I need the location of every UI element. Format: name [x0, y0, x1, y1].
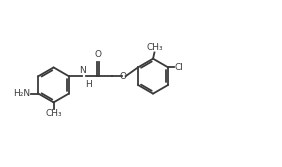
- Text: CH₃: CH₃: [45, 109, 62, 118]
- Text: H: H: [85, 80, 92, 89]
- Text: Cl: Cl: [175, 63, 184, 72]
- Text: N: N: [80, 66, 86, 75]
- Text: O: O: [120, 72, 127, 81]
- Text: H₂N: H₂N: [13, 89, 30, 98]
- Text: O: O: [94, 50, 102, 59]
- Text: CH₃: CH₃: [146, 43, 163, 52]
